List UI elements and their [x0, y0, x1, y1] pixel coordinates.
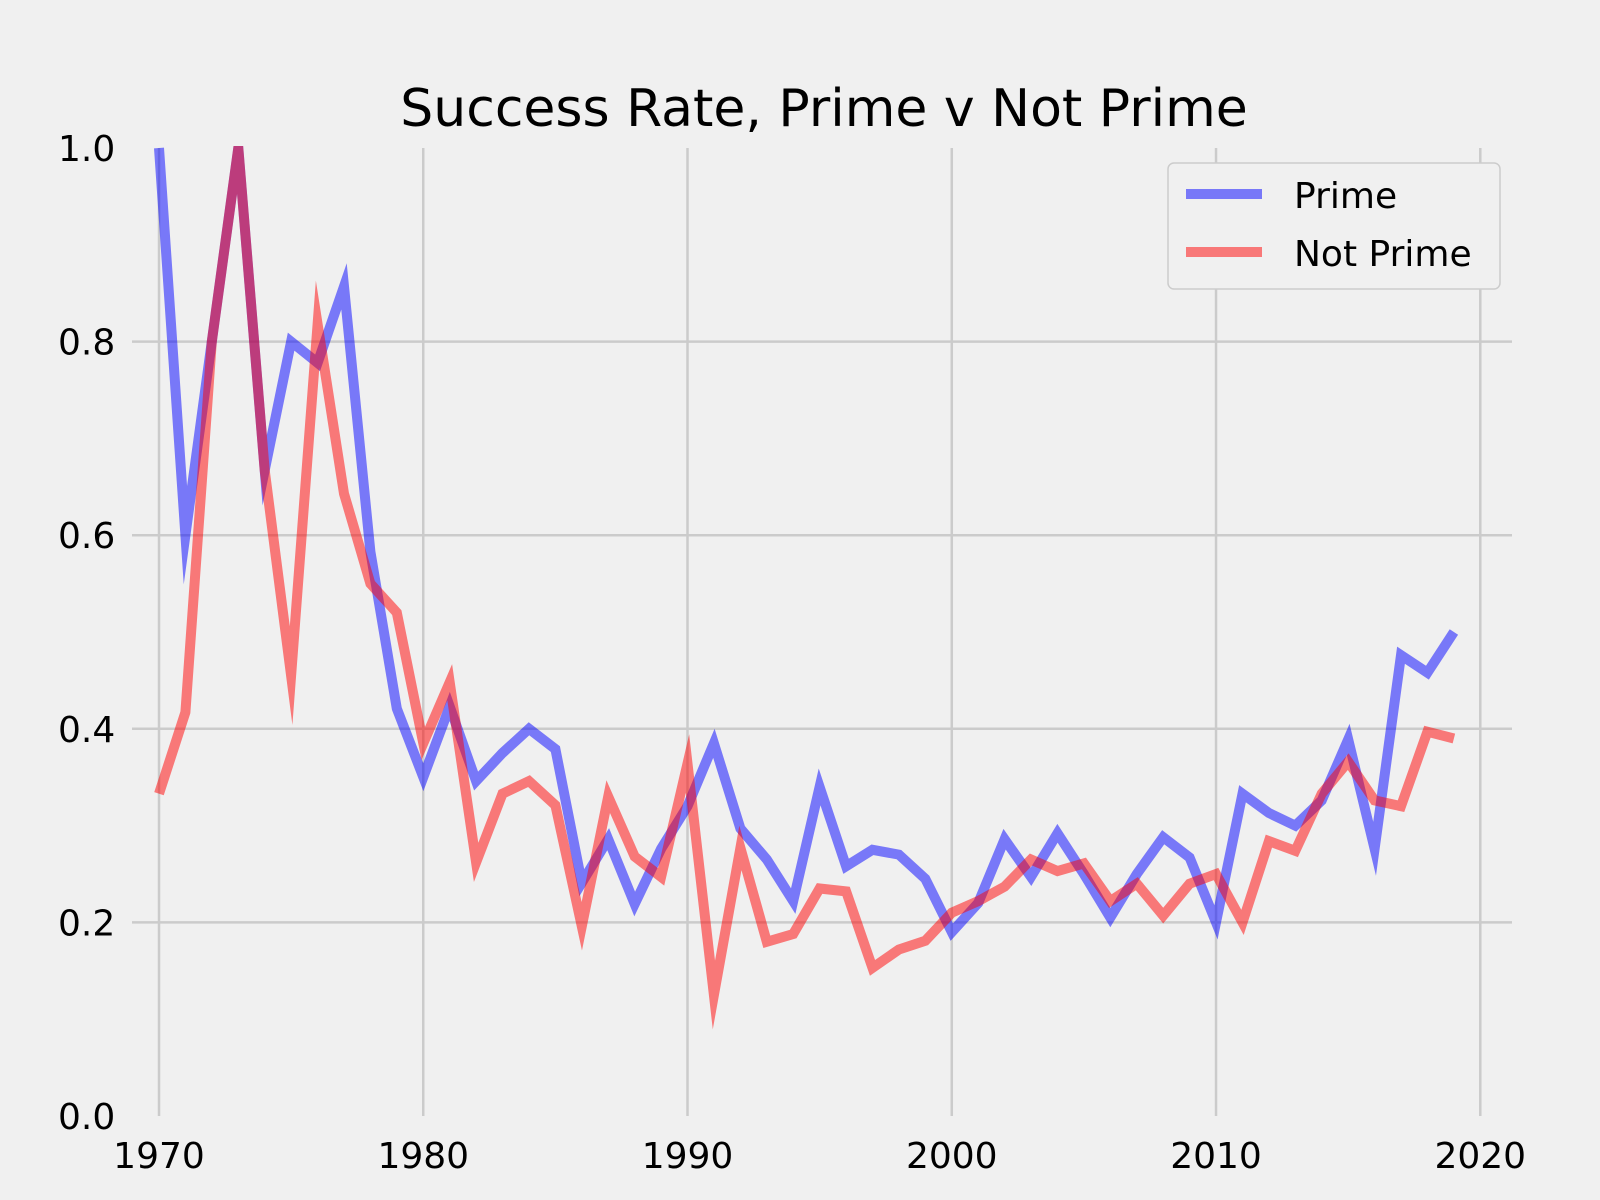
y-tick-label: 1.0 [58, 129, 115, 170]
y-tick-label: 0.6 [58, 516, 115, 557]
grid [132, 148, 1512, 1116]
y-tick-label: 0.0 [58, 1097, 115, 1138]
series-lines [154, 146, 1459, 1030]
legend: Prime Not Prime [1167, 162, 1501, 290]
x-tick-label: 1980 [377, 1136, 469, 1177]
x-tick-label: 2000 [906, 1136, 998, 1177]
x-tick-label: 1970 [113, 1136, 205, 1177]
y-tick-label: 0.4 [58, 710, 115, 751]
x-axis-ticks: 1970 1980 1990 2000 2010 2020 [113, 1136, 1526, 1177]
x-tick-label: 2020 [1434, 1136, 1526, 1177]
y-tick-label: 0.2 [58, 903, 115, 944]
x-tick-label: 2010 [1170, 1136, 1262, 1177]
series-line-prime [154, 146, 1459, 941]
y-tick-label: 0.8 [58, 323, 115, 364]
x-tick-label: 1990 [642, 1136, 734, 1177]
series-line-not-prime [154, 146, 1456, 1030]
legend-label-not-prime: Not Prime [1294, 234, 1472, 275]
y-axis-ticks: 0.0 0.2 0.4 0.6 0.8 1.0 [58, 129, 115, 1138]
chart-title: Success Rate, Prime v Not Prime [400, 79, 1247, 139]
legend-label-prime: Prime [1294, 176, 1397, 217]
